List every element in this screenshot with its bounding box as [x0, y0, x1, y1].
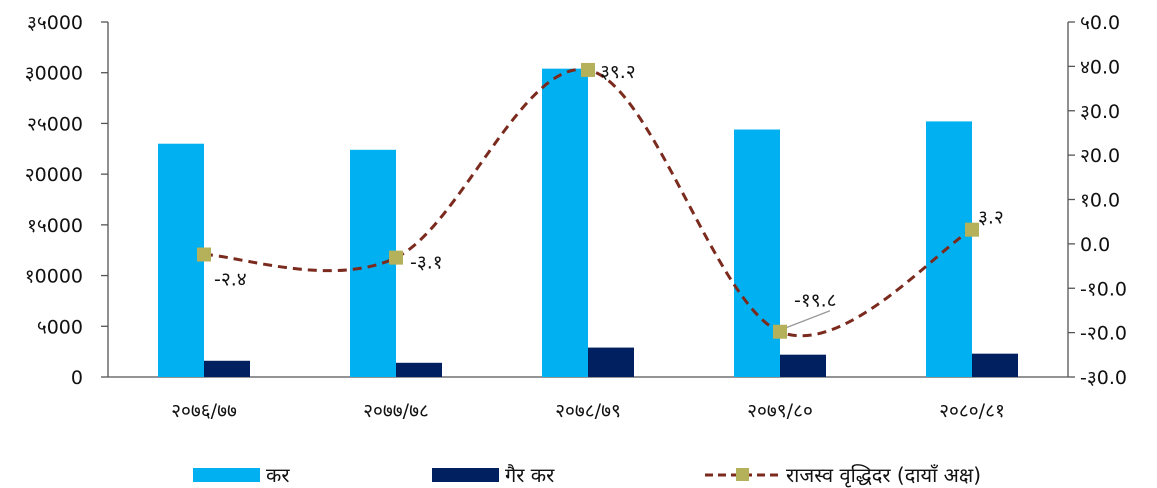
left-tick-label: ५000 [37, 316, 83, 338]
left-tick-label: १५000 [27, 215, 83, 237]
legend-label-growth: राजस्व वृद्धिदर (दायाँ अक्ष) [786, 463, 981, 488]
bars [158, 68, 1018, 378]
legend: कर गैर कर राजस्व वृद्धिदर (दायाँ अक्ष) [193, 463, 981, 488]
right-tick-label: २0.0 [1080, 145, 1120, 167]
category-label: २०८०/८१ [939, 400, 1005, 422]
bar-kar [158, 143, 204, 377]
right-tick-label: -३0.0 [1080, 367, 1127, 389]
right-tick-label: -१0.0 [1080, 278, 1127, 300]
category-label: २०७९/८० [747, 400, 813, 422]
bar-gair-kar [972, 353, 1018, 377]
bar-kar [926, 121, 972, 378]
growth-marker [389, 250, 403, 265]
right-tick-label: -२0.0 [1080, 323, 1127, 345]
bar-gair-kar [204, 360, 250, 377]
legend-label-gair-kar: गैर कर [505, 463, 555, 487]
legend-label-kar: कर [266, 463, 290, 487]
growth-marker [965, 222, 979, 237]
legend-swatch-gair-kar [432, 468, 499, 482]
left-tick-label: 0 [71, 367, 83, 389]
axes: 0 ५000 १0000 १५000 २0000 २५000 ३0000 ३५000 -३0.0… [25, 12, 1127, 422]
growth-marker [581, 62, 595, 77]
left-tick-label: २५000 [27, 113, 83, 135]
growth-line-group: -२.४ -३.१ ३९.२ -१९.८ ३.२ [197, 61, 1004, 339]
right-tick-label: ३0.0 [1080, 101, 1120, 123]
right-tick-label: ४0.0 [1080, 56, 1120, 78]
growth-line [203, 67, 973, 338]
growth-data-label: ३.२ [978, 207, 1004, 229]
left-tick-label: १0000 [25, 266, 83, 288]
legend-swatch-marker [736, 468, 749, 481]
growth-data-label: -१९.८ [794, 290, 837, 312]
category-label: २०७६/७७ [171, 400, 237, 422]
growth-marker [197, 247, 211, 262]
left-tick-label: ३0000 [25, 63, 83, 85]
bar-gair-kar [780, 354, 826, 377]
bar-kar [350, 149, 396, 377]
label-leader-line [785, 310, 831, 329]
category-label: २०७८/७९ [555, 400, 621, 422]
growth-data-label: -३.१ [410, 252, 443, 274]
category-label: २०७७/७८ [363, 400, 429, 422]
right-tick-label: १0.0 [1080, 190, 1120, 212]
growth-data-label: ३९.२ [600, 61, 636, 83]
legend-swatch-kar [193, 468, 260, 482]
bar-gair-kar [396, 362, 442, 377]
bar-gair-kar [588, 347, 634, 377]
growth-marker [773, 324, 787, 339]
bar-kar [734, 129, 780, 377]
right-tick-label: ५0.0 [1080, 12, 1120, 34]
growth-data-label: -२.४ [214, 269, 247, 291]
right-tick-label: 0.0 [1080, 234, 1110, 256]
left-tick-label: ३५000 [27, 12, 83, 34]
left-tick-label: २0000 [25, 164, 83, 186]
bar-kar [542, 68, 588, 378]
